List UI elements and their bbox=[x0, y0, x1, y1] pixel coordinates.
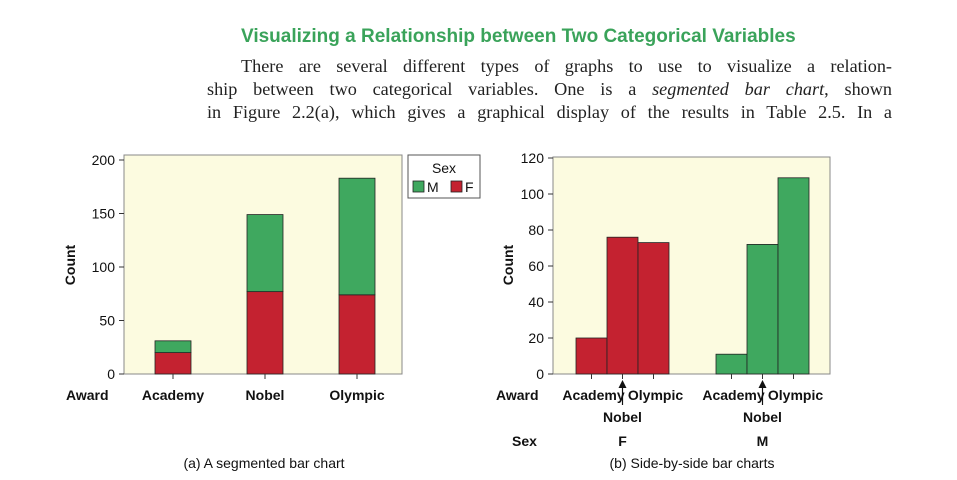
paragraph-line-2b: , shown bbox=[824, 79, 893, 99]
bar-m-academy bbox=[715, 353, 748, 375]
y-tick-label: 100 bbox=[92, 259, 116, 275]
legend-label-m: M bbox=[427, 179, 439, 195]
y-tick-label: 60 bbox=[528, 258, 544, 274]
x-tick-label-nobel: Nobel bbox=[246, 387, 285, 403]
group-label-f: F bbox=[618, 433, 627, 449]
chart-a-caption: (a) A segmented bar chart bbox=[183, 455, 344, 471]
paragraph-line-3: in Figure 2.2(a), which gives a graphica… bbox=[207, 102, 892, 122]
y-tick-label: 40 bbox=[528, 294, 544, 310]
emphasis-segmented-bar-chart: segmented bar chart bbox=[652, 79, 825, 99]
x-tick-label-olympic: Olympic bbox=[329, 387, 384, 403]
nobel-pointer-arrow bbox=[618, 380, 627, 388]
chart-b-x-label: Award bbox=[496, 387, 539, 403]
chart-a-x-label: Award bbox=[66, 387, 109, 403]
bar-f-olympic bbox=[637, 242, 670, 375]
legend-swatch-m bbox=[412, 180, 425, 193]
chart-b-y-axis: 0 20 40 60 80 100 120 bbox=[521, 150, 553, 382]
chart-b-bars bbox=[575, 177, 810, 375]
bar-f-olympic bbox=[338, 294, 376, 375]
paragraph-line-2: ship between two categorical variables. … bbox=[207, 78, 892, 101]
chart-b-y-label: Count bbox=[500, 244, 516, 285]
body-paragraph: There are several different types of gra… bbox=[207, 55, 892, 124]
x-tick-label-olympic-f: Olympic bbox=[628, 387, 683, 403]
chart-a: 0 50 100 150 200 Count Award Academy Nobel Oly… bbox=[62, 152, 481, 471]
x-tick-label-olympic-m: Olympic bbox=[768, 387, 823, 403]
bar-f-nobel bbox=[246, 291, 284, 375]
y-tick-label: 100 bbox=[521, 186, 545, 202]
bar-m-academy bbox=[154, 340, 192, 353]
paragraph-line-2a: ship between two categorical variables. … bbox=[207, 79, 653, 99]
x-tick-label-academy-f: Academy bbox=[562, 387, 624, 403]
y-tick-label: 20 bbox=[528, 330, 544, 346]
bar-f-academy bbox=[154, 352, 192, 375]
group-label-m: M bbox=[757, 433, 769, 449]
y-tick-label: 0 bbox=[107, 366, 115, 382]
y-tick-label: 0 bbox=[536, 366, 544, 382]
bar-m-olympic bbox=[777, 177, 810, 375]
y-tick-label: 120 bbox=[521, 150, 545, 166]
bar-m-nobel bbox=[246, 214, 284, 293]
y-tick-label: 150 bbox=[92, 206, 116, 222]
x-tick-label-academy-m: Academy bbox=[702, 387, 764, 403]
x-tick-label-academy: Academy bbox=[142, 387, 204, 403]
chart-a-bars bbox=[154, 177, 376, 375]
x-tick-label-nobel-m: Nobel bbox=[743, 409, 782, 425]
bar-f-academy bbox=[575, 337, 608, 375]
y-tick-label: 50 bbox=[99, 313, 115, 329]
bar-m-nobel bbox=[746, 243, 779, 375]
bar-f-nobel bbox=[606, 236, 639, 375]
paragraph-line-1: There are several different types of gra… bbox=[241, 56, 892, 76]
legend-swatch-f bbox=[450, 180, 463, 193]
chart-a-legend: Sex M F bbox=[407, 154, 481, 199]
y-tick-label: 80 bbox=[528, 222, 544, 238]
y-tick-label: 200 bbox=[92, 152, 116, 168]
section-heading: Visualizing a Relationship between Two C… bbox=[241, 26, 796, 47]
chart-a-x-tick-labels: Academy Nobel Olympic bbox=[142, 374, 385, 403]
x-tick-label-nobel-f: Nobel bbox=[603, 409, 642, 425]
chart-a-y-label: Count bbox=[62, 244, 78, 285]
bar-m-olympic bbox=[338, 177, 376, 296]
chart-b-group-label: Sex bbox=[512, 433, 537, 449]
nobel-pointer-arrow bbox=[758, 380, 767, 388]
legend-title: Sex bbox=[432, 160, 456, 176]
legend-label-f: F bbox=[465, 179, 474, 195]
chart-a-y-axis: 0 50 100 150 200 bbox=[92, 152, 124, 382]
chart-b-caption: (b) Side-by-side bar charts bbox=[610, 455, 775, 471]
